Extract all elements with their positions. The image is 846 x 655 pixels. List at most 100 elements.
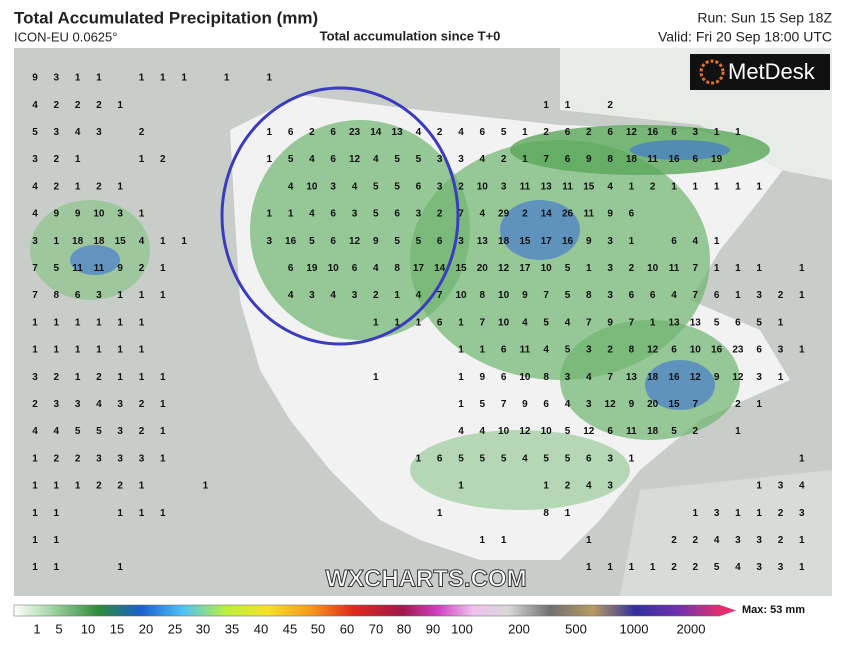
title: Total Accumulated Precipitation (mm) — [14, 8, 318, 27]
grid-value: 1 — [650, 317, 656, 328]
grid-value: 10 — [328, 263, 340, 274]
grid-value: 9 — [373, 236, 379, 247]
grid-value: 11 — [669, 263, 680, 274]
grid-value: 1 — [714, 127, 720, 138]
grid-value: 1 — [139, 481, 145, 492]
grid-value: 11 — [94, 263, 105, 274]
grid-value: 4 — [522, 453, 528, 464]
grid-value: 8 — [54, 290, 60, 301]
grid-value: 1 — [139, 154, 145, 165]
colorbar-tick-label: 5 — [55, 621, 62, 636]
grid-value: 12 — [349, 154, 361, 165]
grid-value: 1 — [75, 154, 81, 165]
grid-value: 5 — [714, 562, 720, 573]
grid-value: 1 — [778, 372, 784, 383]
map: 9 3 1 1 1 1 1 1 14 2 2 2 1 1 1 25 3 4 3 2 1 6 2 6 23 14 13 4 2 4 6 5 1 2 6… — [14, 48, 832, 596]
grid-value: 1 — [181, 236, 187, 247]
grid-value: 1 — [735, 426, 741, 437]
grid-value: 1 — [160, 426, 166, 437]
grid-value: 1 — [756, 481, 762, 492]
grid-value: 3 — [330, 181, 336, 192]
grid-value: 5 — [394, 236, 400, 247]
grid-value: 2 — [522, 209, 528, 220]
colorbar-tick-label: 35 — [225, 621, 239, 636]
grid-value: 16 — [647, 127, 659, 138]
grid-value: 4 — [799, 481, 805, 492]
grid-value: 3 — [117, 426, 123, 437]
grid-value: 2 — [543, 127, 549, 138]
grid-value: 1 — [565, 100, 571, 111]
grid-value: 2 — [693, 426, 699, 437]
grid-value: 1 — [480, 535, 486, 546]
grid-value: 1 — [288, 209, 294, 220]
grid-value: 8 — [480, 290, 486, 301]
grid-value: 5 — [565, 345, 571, 356]
grid-value: 1 — [117, 181, 123, 192]
grid-value: 2 — [671, 535, 677, 546]
grid-value: 4 — [54, 426, 60, 437]
heavy-rain — [500, 200, 580, 260]
grid-value: 6 — [543, 399, 549, 410]
grid-value: 4 — [480, 209, 486, 220]
grid-value: 4 — [288, 290, 294, 301]
grid-value: 6 — [735, 317, 741, 328]
colorbar — [13, 604, 721, 617]
grid-value: 2 — [96, 481, 102, 492]
grid-value: 7 — [458, 209, 464, 220]
grid-value: 1 — [96, 317, 102, 328]
grid-value: 2 — [54, 154, 60, 165]
grid-value: 1 — [799, 562, 805, 573]
grid-value: 15 — [519, 236, 531, 247]
grid-value: 5 — [394, 181, 400, 192]
grid-value: 3 — [96, 453, 102, 464]
grid-value: 3 — [117, 209, 123, 220]
grid-value: 12 — [647, 345, 659, 356]
grid-value: 4 — [330, 290, 336, 301]
grid-value: 10 — [541, 426, 553, 437]
grid-value: 1 — [54, 317, 60, 328]
grid-value: 1 — [32, 535, 38, 546]
colorbar-tick-label: 45 — [283, 621, 297, 636]
grid-value: 3 — [267, 236, 273, 247]
grid-value: 1 — [416, 317, 422, 328]
grid-value: 4 — [288, 181, 294, 192]
grid-value: 1 — [181, 73, 187, 84]
grid-value: 16 — [285, 236, 297, 247]
grid-value: 5 — [565, 290, 571, 301]
grid-value: 2 — [650, 181, 656, 192]
grid-value: 2 — [735, 399, 741, 410]
grid-value: 2 — [693, 562, 699, 573]
grid-value: 1 — [32, 562, 38, 573]
grid-value: 4 — [480, 154, 486, 165]
grid-value: 20 — [477, 263, 489, 274]
grid-value: 3 — [75, 399, 81, 410]
grid-value: 5 — [480, 399, 486, 410]
grid-value: 7 — [543, 290, 549, 301]
grid-value: 3 — [458, 236, 464, 247]
grid-value: 1 — [117, 290, 123, 301]
grid-value: 5 — [288, 154, 294, 165]
colorbar-tick-label: 2000 — [677, 621, 706, 636]
grid-value: 3 — [778, 481, 784, 492]
grid-value: 1 — [522, 127, 528, 138]
run: Run: Sun 15 Sep 18Z — [697, 10, 832, 26]
grid-value: 6 — [501, 372, 507, 383]
grid-value: 3 — [32, 236, 38, 247]
grid-value: 1 — [799, 290, 805, 301]
grid-value: 9 — [522, 290, 528, 301]
grid-value: 3 — [714, 508, 720, 519]
grid-value: 1 — [267, 209, 273, 220]
grid-value: 4 — [565, 317, 571, 328]
grid-value: 1 — [75, 317, 81, 328]
grid-value: 2 — [373, 290, 379, 301]
grid-value: 6 — [629, 209, 635, 220]
grid-value: 4 — [735, 562, 741, 573]
grid-value: 1 — [799, 453, 805, 464]
grid-value: 6 — [437, 453, 443, 464]
grid-value: 1 — [139, 73, 145, 84]
grid-value: 9 — [480, 372, 486, 383]
grid-value: 1 — [32, 345, 38, 356]
grid-value: 2 — [96, 100, 102, 111]
grid-value: 4 — [416, 290, 422, 301]
grid-value: 5 — [756, 317, 762, 328]
